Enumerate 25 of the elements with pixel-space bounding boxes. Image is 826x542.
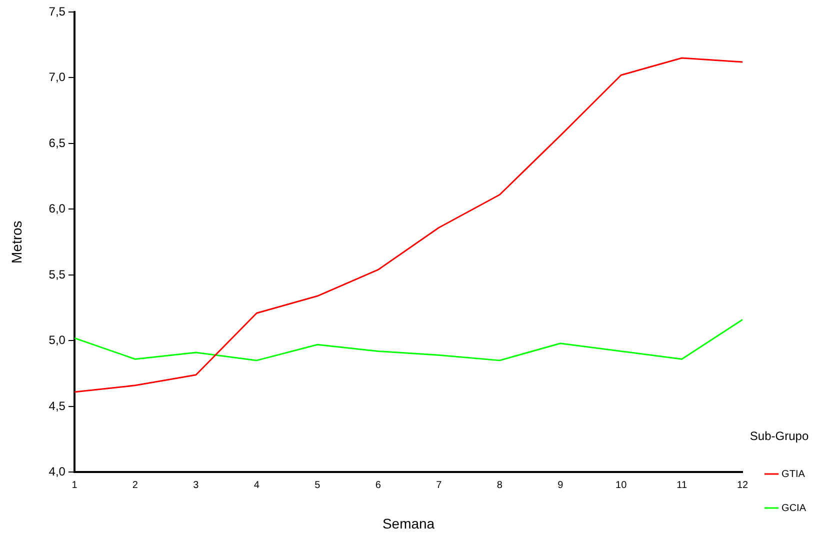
legend-label: GTIA [782, 468, 806, 480]
y-tick-label: 7,0 [48, 70, 66, 84]
y-tick-label: 4,0 [48, 464, 66, 479]
x-tick-label: 11 [676, 480, 688, 491]
x-tick-label: 5 [314, 480, 321, 491]
legend-label: GCIA [782, 502, 806, 514]
x-axis-title: Semana [382, 515, 435, 532]
y-tick-label: 7,5 [48, 4, 66, 18]
x-tick-label: 9 [558, 480, 564, 491]
x-tick-label: 10 [616, 480, 628, 491]
y-tick-label: 6,5 [48, 136, 66, 150]
x-tick-label: 1 [72, 480, 78, 491]
x-tick-label: 8 [496, 480, 503, 491]
y-tick-label: 6,0 [48, 202, 66, 216]
x-tick-label: 4 [254, 480, 260, 491]
x-tick-label: 7 [436, 480, 442, 491]
y-axis-title: Metros [8, 220, 24, 264]
legend-title: Sub-Grupo [750, 428, 809, 443]
y-tick-label: 4,5 [48, 398, 66, 413]
x-tick-label: 12 [736, 480, 749, 491]
y-tick-label: 5,5 [48, 267, 66, 282]
x-tick-label: 3 [193, 480, 200, 491]
x-tick-label: 2 [132, 480, 138, 491]
x-tick-label: 6 [375, 480, 382, 491]
y-tick-label: 5,0 [48, 333, 66, 348]
